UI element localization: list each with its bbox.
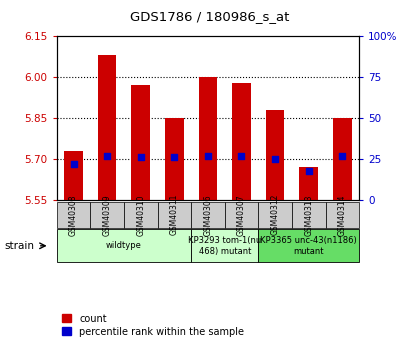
Point: [171, 155, 178, 160]
Text: strain: strain: [4, 241, 34, 251]
Point: [205, 153, 211, 159]
Point: [137, 155, 144, 160]
Point: [272, 156, 278, 162]
Bar: [64, 151, 83, 200]
Text: wildtype: wildtype: [106, 241, 142, 250]
Text: GSM40311: GSM40311: [170, 194, 179, 235]
Bar: [333, 118, 352, 200]
Text: GSM40310: GSM40310: [136, 194, 145, 236]
Point: [104, 153, 110, 159]
Point: [238, 153, 245, 159]
Text: KP3365 unc-43(n1186)
mutant: KP3365 unc-43(n1186) mutant: [260, 236, 357, 256]
Point: [339, 153, 346, 159]
Text: GSM40308: GSM40308: [69, 194, 78, 236]
Text: GDS1786 / 180986_s_at: GDS1786 / 180986_s_at: [130, 10, 290, 23]
Bar: [98, 55, 116, 200]
Text: GSM40309: GSM40309: [102, 194, 112, 236]
Text: KP3293 tom-1(nu
468) mutant: KP3293 tom-1(nu 468) mutant: [188, 236, 261, 256]
Bar: [266, 110, 284, 200]
Text: GSM40306: GSM40306: [203, 194, 213, 236]
Bar: [232, 83, 251, 200]
Legend: count, percentile rank within the sample: count, percentile rank within the sample: [62, 314, 244, 337]
Text: GSM40307: GSM40307: [237, 194, 246, 236]
Bar: [299, 167, 318, 200]
Text: GSM40313: GSM40313: [304, 194, 313, 236]
Bar: [131, 85, 150, 200]
Point: [305, 168, 312, 173]
Bar: [165, 118, 184, 200]
Bar: [199, 77, 217, 200]
Text: GSM40314: GSM40314: [338, 194, 347, 236]
Text: GSM40312: GSM40312: [270, 194, 280, 235]
Point: [70, 161, 77, 167]
